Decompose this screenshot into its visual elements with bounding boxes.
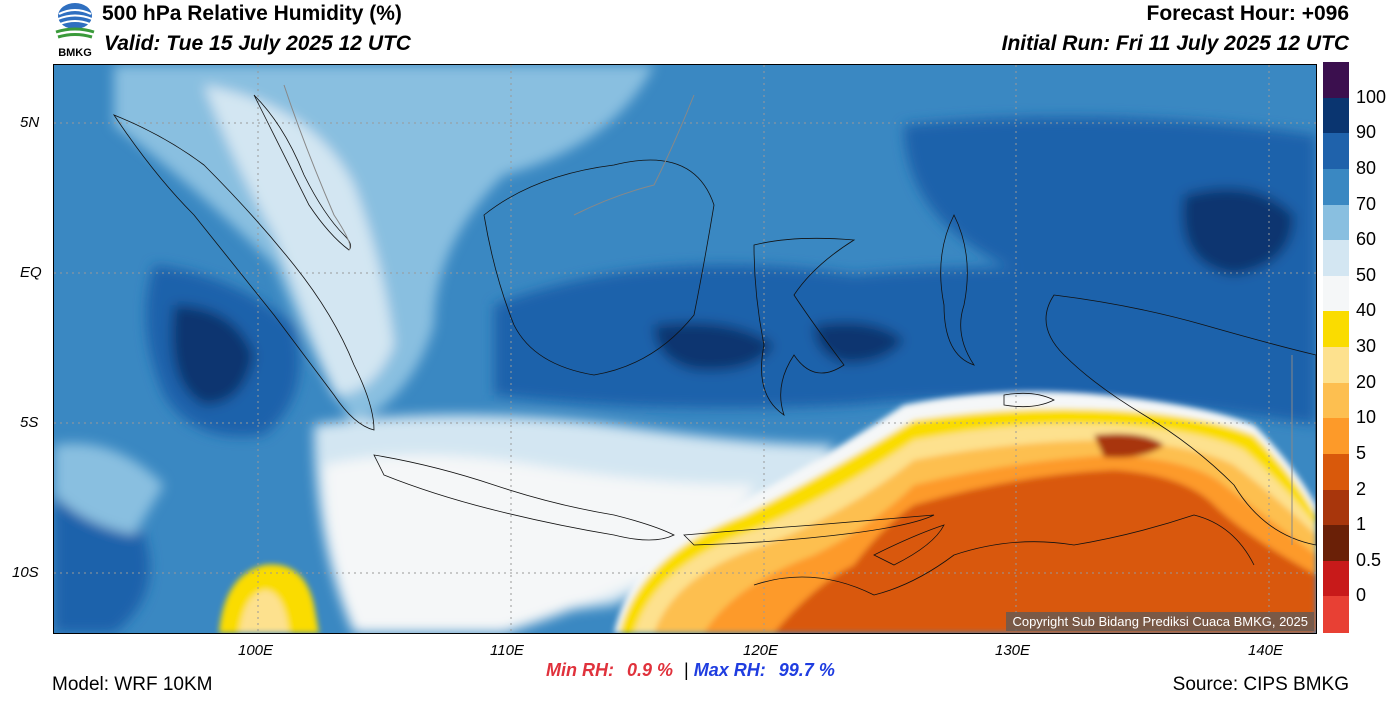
colorbar-label: 1 (1356, 514, 1367, 535)
colorbar-segment (1323, 525, 1349, 562)
coastlines (112, 94, 1316, 596)
max-rh-label: Max RH: (693, 660, 766, 680)
rh-stats: Min RH: 0.9 % | Max RH: 99.7 % (546, 660, 835, 681)
valid-time: Valid: Tue 15 July 2025 12 UTC (104, 32, 411, 55)
lat-label-eq: EQ (20, 264, 42, 281)
colorbar-label: 80 (1356, 157, 1377, 178)
colorbar-label: 70 (1356, 193, 1377, 214)
lon-label-110e: 110E (490, 642, 524, 659)
model-label: Model: WRF 10KM (52, 674, 213, 695)
colorbar-segment (1323, 453, 1349, 490)
colorbar-segment (1323, 347, 1349, 384)
colorbar-label: 0.5 (1356, 549, 1382, 570)
min-rh-value: 0.9 % (627, 660, 674, 680)
lat-label-10s: 10S (12, 564, 39, 581)
colorbar-segment (1323, 418, 1349, 455)
colorbar-label: 30 (1356, 336, 1377, 356)
colorbar-label: 2 (1356, 478, 1367, 499)
colorbar-label: 100 (1356, 86, 1387, 107)
max-rh-value: 99.7 % (778, 660, 835, 680)
logo-text: BMKG (58, 47, 92, 58)
stats-separator: | (684, 660, 689, 680)
colorbar-segment (1323, 168, 1349, 205)
colorbar-segment (1323, 97, 1349, 134)
colorbar-segment (1323, 133, 1349, 170)
colorbar-segment (1323, 204, 1349, 241)
copyright-notice: Copyright Sub Bidang Prediksi Cuaca BMKG… (1006, 612, 1314, 631)
humidity-field (54, 65, 1316, 633)
colorbar-label: 5 (1356, 442, 1367, 463)
chart-title: 500 hPa Relative Humidity (%) (102, 2, 402, 25)
colorbar-label: 20 (1356, 371, 1377, 392)
lon-label-130e: 130E (995, 642, 1031, 659)
lon-label-140e: 140E (1248, 642, 1284, 659)
humidity-map: Copyright Sub Bidang Prediksi Cuaca BMKG… (53, 64, 1317, 634)
initial-run: Initial Run: Fri 11 July 2025 12 UTC (1001, 32, 1349, 55)
lat-label-5n: 5N (20, 114, 40, 131)
forecast-hour: Forecast Hour: +096 (1146, 2, 1350, 25)
colorbar-segment (1323, 62, 1349, 99)
colorbar-label: 40 (1356, 300, 1377, 321)
colorbar (1323, 62, 1349, 633)
colorbar-segment (1323, 275, 1349, 312)
colorbar-segment (1323, 489, 1349, 526)
source-label: Source: CIPS BMKG (1172, 674, 1349, 695)
lat-label-5s: 5S (20, 414, 39, 431)
colorbar-label: 90 (1356, 122, 1377, 143)
lon-label-120e: 120E (743, 642, 779, 659)
colorbar-segment (1323, 240, 1349, 277)
colorbar-segment (1323, 596, 1349, 633)
lon-label-100e: 100E (238, 642, 274, 659)
colorbar-label: 10 (1356, 407, 1377, 428)
colorbar-segment (1323, 560, 1349, 597)
colorbar-segment (1323, 311, 1349, 348)
colorbar-label: 50 (1356, 264, 1377, 285)
colorbar-segment (1323, 382, 1349, 419)
graticule (54, 65, 1316, 633)
colorbar-label: 0 (1356, 585, 1367, 606)
bmkg-logo: BMKG (52, 2, 98, 59)
min-rh-label: Min RH: (546, 660, 614, 680)
colorbar-label: 60 (1356, 229, 1377, 250)
